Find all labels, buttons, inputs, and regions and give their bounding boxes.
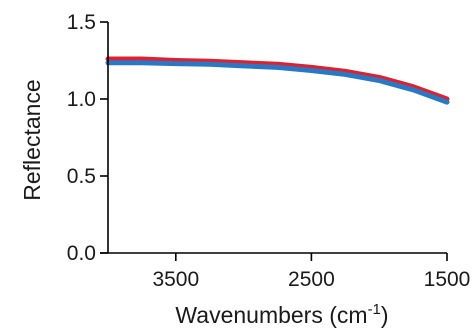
y-tick-label: 1.0 — [67, 88, 96, 111]
x-axis-title-end: ) — [381, 302, 389, 328]
y-axis-title: Reflectance — [19, 79, 45, 200]
series-line-1 — [105, 56, 450, 102]
x-tick-label: 1500 — [424, 268, 471, 291]
x-tick-label: 3500 — [152, 268, 199, 291]
x-axis-title: Wavenumbers (cm-1) — [175, 301, 388, 328]
y-axis-ticks: 0.0 0.5 1.0 1.5 — [67, 11, 108, 265]
plot-series — [105, 56, 450, 105]
x-axis-ticks: 3500 2500 1500 — [152, 253, 470, 291]
x-tick-label: 2500 — [288, 268, 335, 291]
y-tick-label: 1.5 — [67, 11, 96, 34]
y-tick-label: 0.0 — [67, 242, 96, 265]
series-line-2 — [105, 60, 450, 105]
x-axis-title-superscript: -1 — [368, 301, 381, 318]
y-tick-label: 0.5 — [67, 165, 96, 188]
